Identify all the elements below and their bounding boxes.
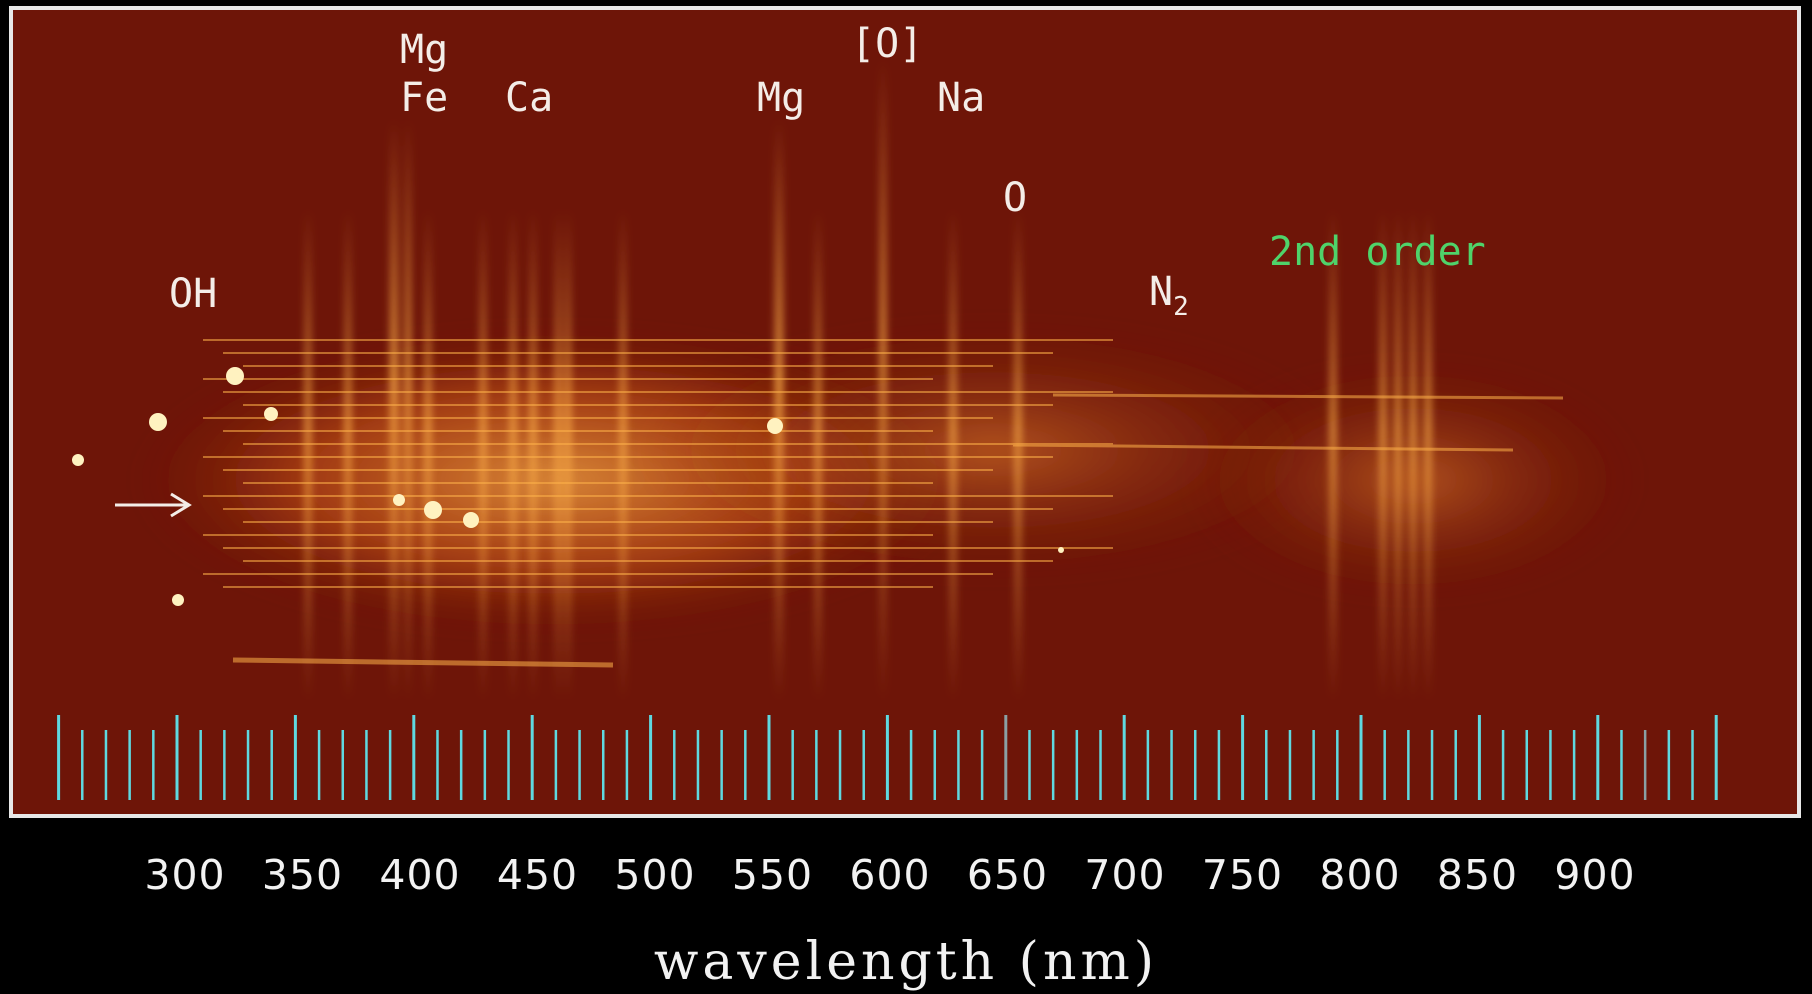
- star-point: [172, 594, 184, 606]
- emission-line: [510, 210, 516, 700]
- axis-title: wavelength (nm): [653, 932, 1159, 992]
- label-o-forbidden: [O]: [851, 21, 924, 67]
- label-n2-sub: 2: [1173, 292, 1189, 322]
- tick-label: 750: [1201, 851, 1284, 899]
- emission-line: [815, 210, 821, 700]
- label-fe: Fe: [400, 75, 449, 121]
- tick-label: 350: [261, 851, 344, 899]
- emission-line: [345, 210, 351, 700]
- emission-line: [620, 210, 626, 700]
- label-mg-1: Mg: [400, 27, 449, 73]
- emission-line: [1330, 210, 1336, 700]
- emission-line: [1380, 210, 1386, 700]
- label-second-order: 2nd order: [1269, 229, 1486, 275]
- emission-line: [1410, 210, 1416, 700]
- emission-line: [425, 210, 431, 700]
- emission-streak: [232, 657, 614, 668]
- emission-line: [405, 120, 411, 700]
- tick-label: 550: [731, 851, 814, 899]
- tick-label: 450: [496, 851, 579, 899]
- tick-label: 300: [144, 851, 226, 899]
- tick-label: 650: [966, 851, 1049, 899]
- emission-line: [565, 210, 571, 700]
- emission-line: [480, 210, 486, 700]
- star-point: [424, 501, 442, 519]
- spectrum-image: Mg Fe Ca Mg [O] Na O OH N2 2nd order: [9, 6, 1801, 818]
- tick-label: 850: [1436, 851, 1519, 899]
- emission-line: [305, 210, 311, 700]
- label-ca: Ca: [505, 75, 554, 121]
- star-point: [264, 407, 278, 421]
- emission-line: [555, 210, 561, 700]
- emission-line: [1425, 210, 1431, 700]
- emission-line: [1395, 210, 1401, 700]
- label-na: Na: [937, 75, 986, 121]
- star-point: [226, 367, 244, 385]
- star-point: [1058, 547, 1064, 553]
- label-n2: N2: [1149, 272, 1189, 320]
- emission-line: [390, 120, 398, 700]
- label-o: O: [1003, 175, 1028, 221]
- label-oh: OH: [169, 271, 218, 317]
- star-point: [767, 418, 783, 434]
- tick-label: 600: [849, 851, 931, 899]
- tick-label: 400: [379, 851, 461, 899]
- tick-label: 700: [1084, 851, 1166, 899]
- star-point: [149, 413, 167, 431]
- label-n2-base: N: [1149, 269, 1174, 315]
- arrow-right-icon: [115, 492, 192, 518]
- wavelength-tick-marks: [57, 715, 1718, 800]
- spectrum-graphic: [13, 10, 1797, 814]
- emission-line: [880, 60, 886, 700]
- emission-line: [530, 210, 536, 700]
- tick-label: 900: [1554, 851, 1636, 899]
- emission-line: [775, 120, 783, 700]
- tick-label: 800: [1319, 851, 1401, 899]
- tick-label: 500: [614, 851, 696, 899]
- emission-line: [1015, 210, 1021, 700]
- star-point: [463, 512, 479, 528]
- emission-streak: [1052, 393, 1564, 400]
- star-point: [72, 454, 84, 466]
- star-point: [393, 494, 405, 506]
- emission-line: [950, 210, 956, 700]
- label-mg-2: Mg: [757, 75, 806, 121]
